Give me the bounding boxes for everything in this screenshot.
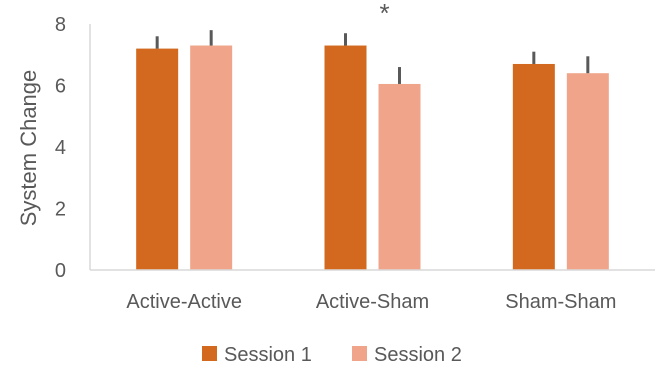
legend: Session 1 Session 2 [202, 344, 462, 365]
legend-label: Session 2 [374, 344, 462, 365]
bar-session-2-active-active [190, 45, 233, 271]
y-axis: 0 2 4 6 8 [55, 14, 91, 282]
significance-star: * [379, 0, 389, 28]
bar-session-1-active-sham [324, 45, 367, 271]
bar-session-1-sham-sham [512, 63, 555, 270]
legend-label: Session 1 [224, 344, 312, 365]
x-tick-label: Sham-Sham [505, 291, 616, 313]
y-tick-label: 4 [55, 137, 66, 159]
bar-session-2-active-sham [378, 83, 421, 271]
y-tick-label: 8 [55, 14, 66, 36]
annotations: * [379, 0, 389, 28]
x-axis: Active-Active Active-Sham Sham-Sham [90, 269, 655, 313]
y-axis-label: System Change [16, 70, 41, 227]
y-tick-label: 0 [55, 260, 66, 282]
legend-swatch [352, 346, 367, 361]
x-tick-label: Active-Active [126, 291, 242, 313]
plot-area [136, 30, 609, 271]
y-tick-label: 6 [55, 76, 66, 98]
y-tick-label: 2 [55, 199, 66, 221]
bar-session-2-sham-sham [566, 73, 609, 270]
legend-swatch [202, 346, 217, 361]
x-tick-label: Active-Sham [316, 291, 429, 313]
bar-session-1-active-active [136, 48, 179, 270]
